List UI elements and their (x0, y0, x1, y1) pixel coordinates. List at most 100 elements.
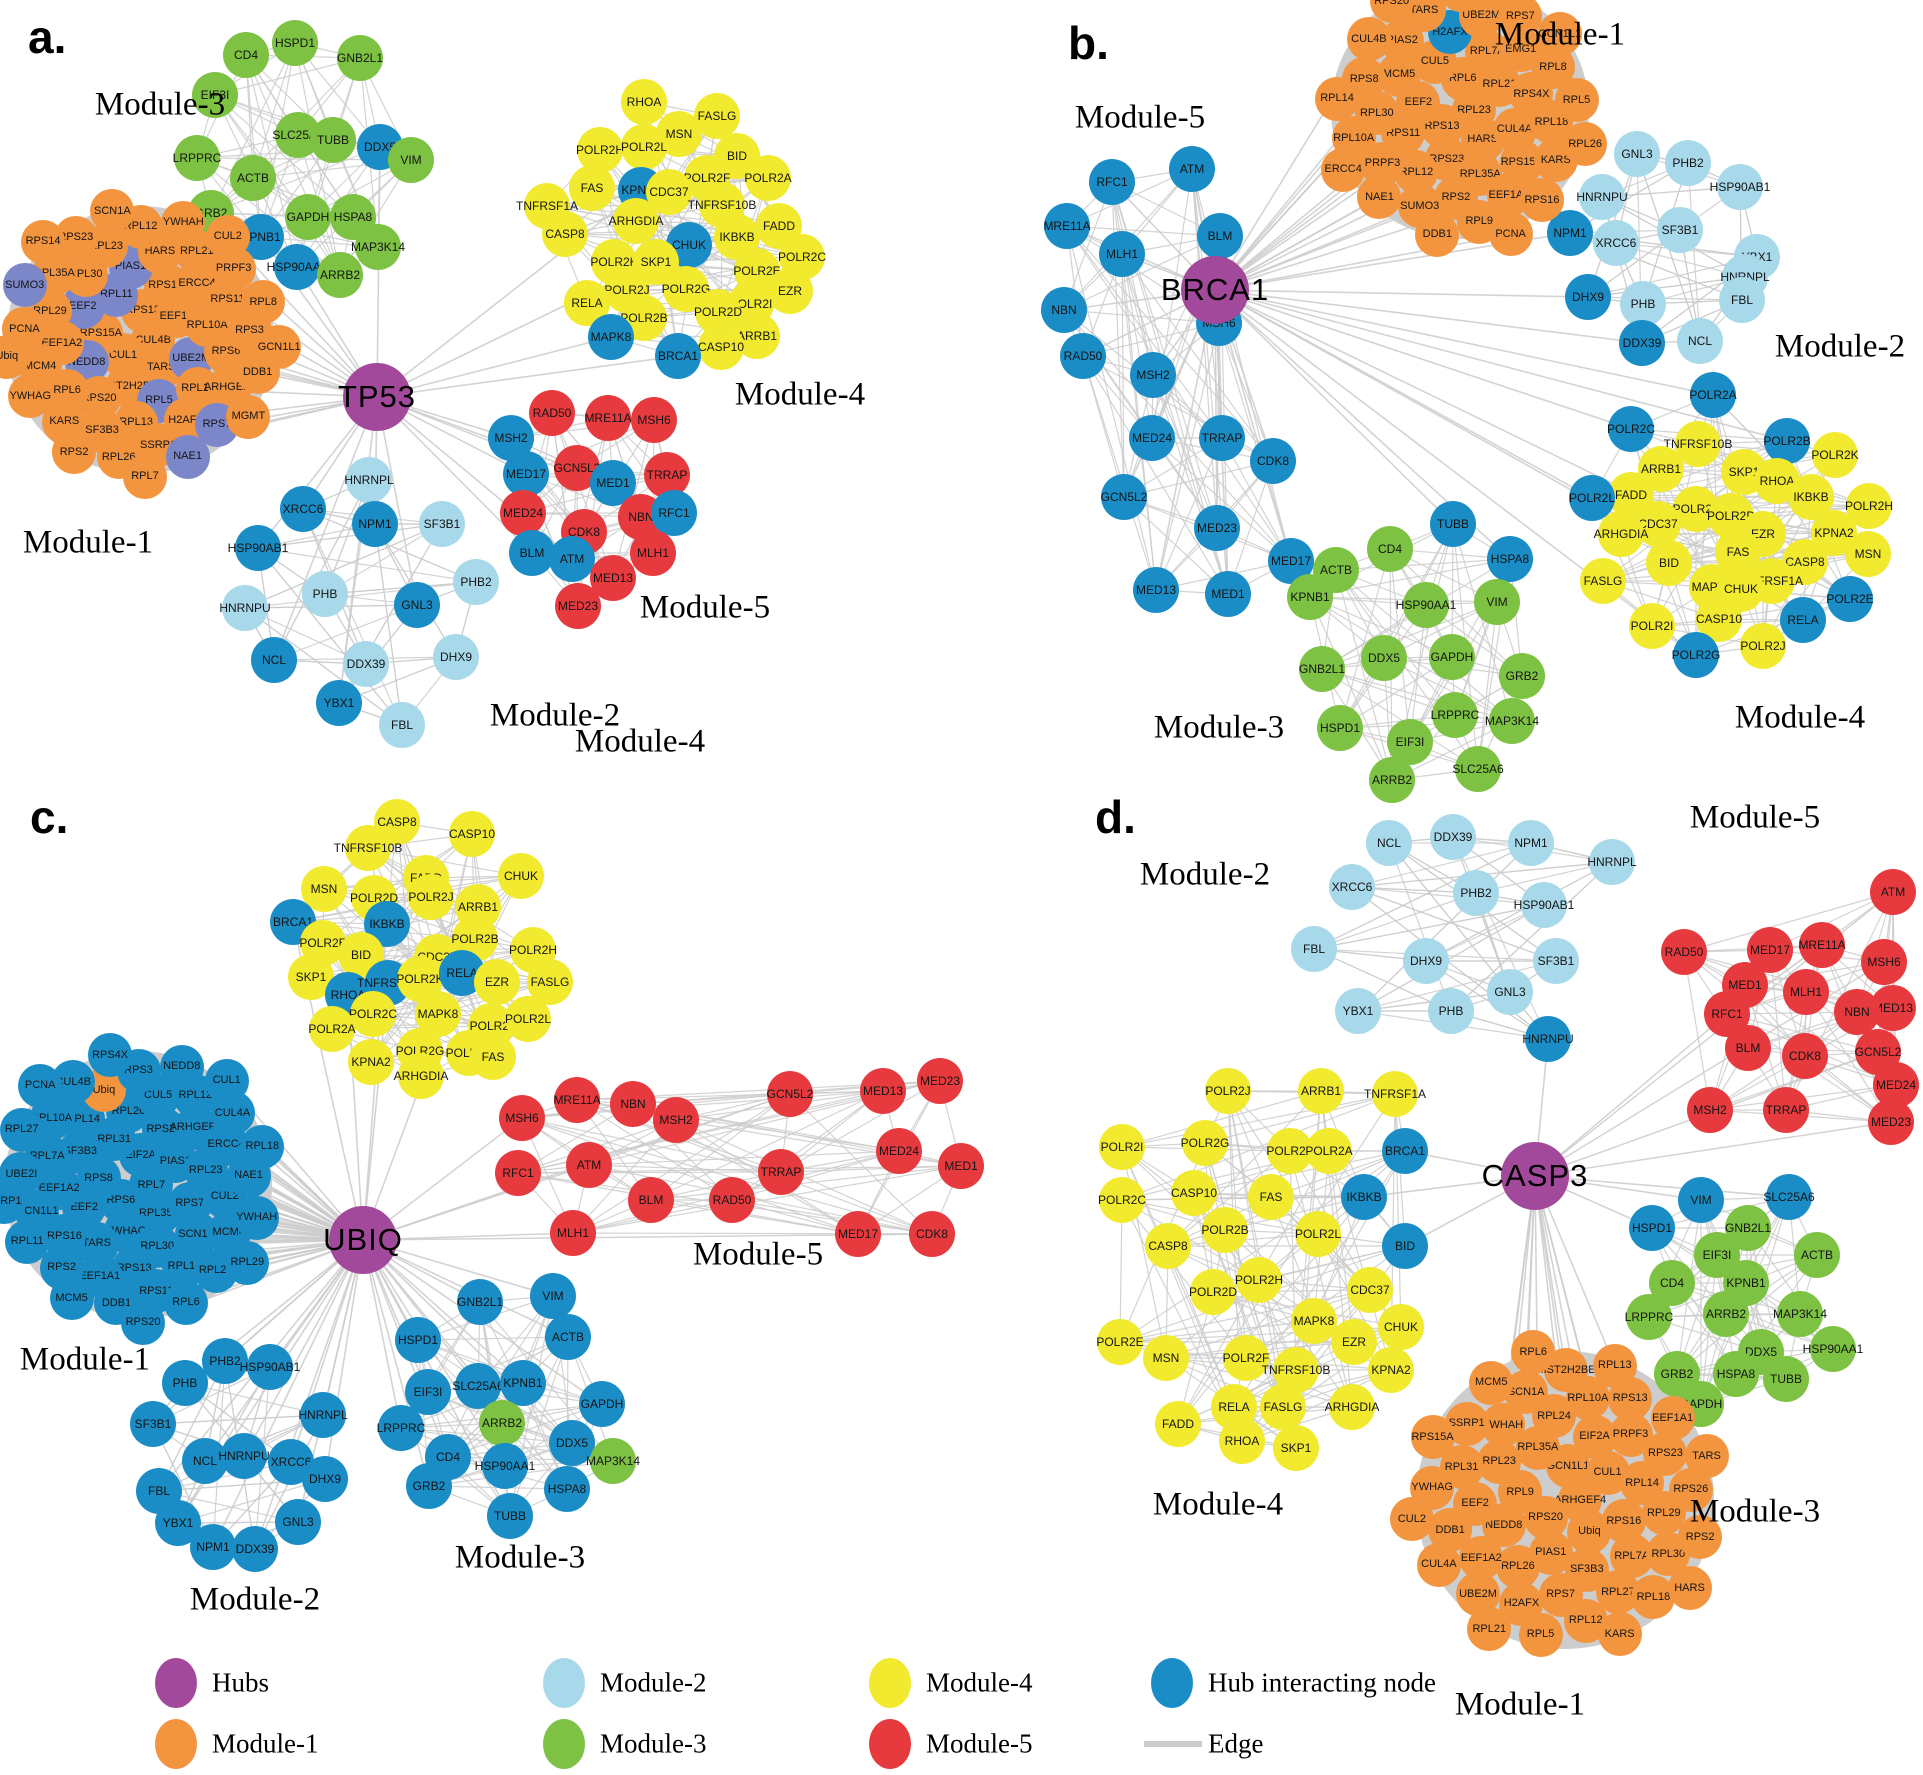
network-node: LRPPRC (377, 1405, 425, 1451)
network-node: BLM (1197, 213, 1243, 259)
network-node: BLM (628, 1177, 674, 1223)
legend-edge-swatch (1144, 1741, 1202, 1747)
legend-swatch-module-4 (869, 1658, 911, 1708)
network-node: CDK8 (909, 1211, 955, 1257)
network-node: FADD (756, 203, 802, 249)
hub-node (329, 1206, 397, 1274)
network-node: PHB (302, 571, 348, 617)
network-node: MSN (1143, 1335, 1189, 1381)
network-node: RPL18 (240, 1124, 285, 1169)
network-node: TNFRSF10B (334, 825, 402, 871)
network-node: CHUK (1378, 1304, 1424, 1350)
network-node: TUBB (487, 1493, 533, 1539)
network-node: DHX9 (1403, 938, 1449, 984)
legend-label: Module-5 (926, 1728, 1033, 1759)
module-label: Module-4 (734, 376, 866, 413)
network-node: KPNA2 (348, 1039, 394, 1085)
network-node: YBX1 (1335, 988, 1381, 1034)
network-node: ACTB (545, 1314, 591, 1360)
network-node: RFC1 (1089, 159, 1135, 205)
network-node: MLH1 (630, 530, 676, 576)
legend-swatch-hub-interacting-node (1151, 1658, 1193, 1708)
network-node: EZR (1331, 1319, 1377, 1365)
network-node: RPS20 (1369, 0, 1414, 24)
network-node: MCM5 (1469, 1360, 1514, 1405)
network-node: YWHAH (234, 1195, 279, 1240)
network-node: DDX39 (343, 641, 389, 687)
network-node: POLR2G (1181, 1120, 1229, 1166)
network-node: XRCC6 (268, 1439, 314, 1485)
network-node: MED23 (1194, 505, 1240, 551)
network-node: PHB (162, 1360, 208, 1406)
network-node: HNRNPL (298, 1392, 348, 1438)
network-node: GNL3 (394, 582, 440, 628)
network-node: CASP8 (542, 211, 588, 257)
network-node: NPM1 (352, 501, 398, 547)
network-node: XRCC6 (280, 486, 326, 532)
hub-label: BRCA1 (1160, 272, 1270, 307)
module-label: Module-4 (1152, 1486, 1284, 1523)
network-node: GNB2L1 (457, 1279, 503, 1325)
network-node: MAP3K14 (1773, 1291, 1827, 1337)
network-node: KPNA2 (1368, 1347, 1414, 1393)
network-node: SLC25A6 (1763, 1174, 1815, 1220)
network-node: MED13 (860, 1068, 906, 1114)
network-node: FAS (569, 165, 615, 211)
network-node: POLR2F (1223, 1335, 1269, 1381)
network-node: EZR (474, 959, 520, 1005)
network-node: POLR2A (1689, 372, 1737, 418)
network-node: BID (1382, 1223, 1428, 1269)
panel-letter: a. (28, 11, 67, 63)
network-node: DHX9 (433, 634, 479, 680)
network-node: XRCC6 (1593, 220, 1639, 266)
network-node: HNRNPL (344, 457, 394, 503)
module-label: Module-5 (639, 589, 771, 626)
network-node: CD4 (223, 32, 269, 78)
network-node: RPL29 (225, 1240, 270, 1285)
network-node: PHB2 (1453, 870, 1499, 916)
network-node: SF3B1 (419, 501, 465, 547)
network-node: CASP10 (698, 324, 744, 370)
network-node: RAD50 (1661, 929, 1707, 975)
network-node: YWHAH (161, 200, 206, 245)
network-node: ARRB1 (1298, 1068, 1344, 1114)
network-node: TRRAP (1763, 1087, 1809, 1133)
network-node: POLR2A (744, 155, 792, 201)
network-node: RPL27 (0, 1107, 44, 1152)
network-node: NPM1 (190, 1524, 236, 1570)
network-node: HSP90AB1 (1514, 882, 1574, 928)
network-node: MLH1 (1099, 231, 1145, 277)
network-node: BID (1646, 540, 1692, 586)
network-node: LRPPRC (1431, 692, 1479, 738)
network-node: BRCA1 (1382, 1128, 1428, 1174)
network-node: KPNB1 (1287, 574, 1333, 620)
panel-letter: c. (30, 791, 69, 843)
module-label: Module-4 (574, 723, 706, 760)
network-node: NAE1 (165, 434, 210, 479)
network-node: MED24 (876, 1128, 922, 1174)
network-node: POLR2E (1096, 1319, 1144, 1365)
network-node: CUL2 (1389, 1497, 1434, 1542)
module-label: Module-1 (1454, 1686, 1586, 1723)
network-node: RPS14 (21, 219, 66, 264)
network-node: SCN1A (90, 189, 135, 234)
module-label: Module-5 (1689, 799, 1821, 836)
legend-swatch-module-2 (543, 1658, 585, 1708)
network-node: MSH6 (631, 397, 677, 443)
legend-label: Module-4 (926, 1667, 1033, 1698)
network-node: POLR2L (621, 124, 667, 170)
network-node: GAPDH (285, 194, 331, 240)
network-node: RHOA (621, 79, 667, 125)
network-node: MRE11A (1798, 922, 1846, 968)
network-node: NPM1 (1508, 820, 1554, 866)
network-node: GAPDH (1429, 634, 1475, 680)
network-node: XRCC6 (1329, 864, 1375, 910)
network-node: HARS (1667, 1566, 1712, 1611)
network-node: HSPA8 (1713, 1351, 1759, 1397)
hub-node (343, 363, 411, 431)
network-node: MED23 (555, 583, 601, 629)
network-node: CUL1 (204, 1058, 249, 1103)
network-node: POLR2A (1305, 1128, 1353, 1174)
network-node: HSPA8 (1487, 536, 1533, 582)
network-node: HSPA8 (544, 1466, 590, 1512)
